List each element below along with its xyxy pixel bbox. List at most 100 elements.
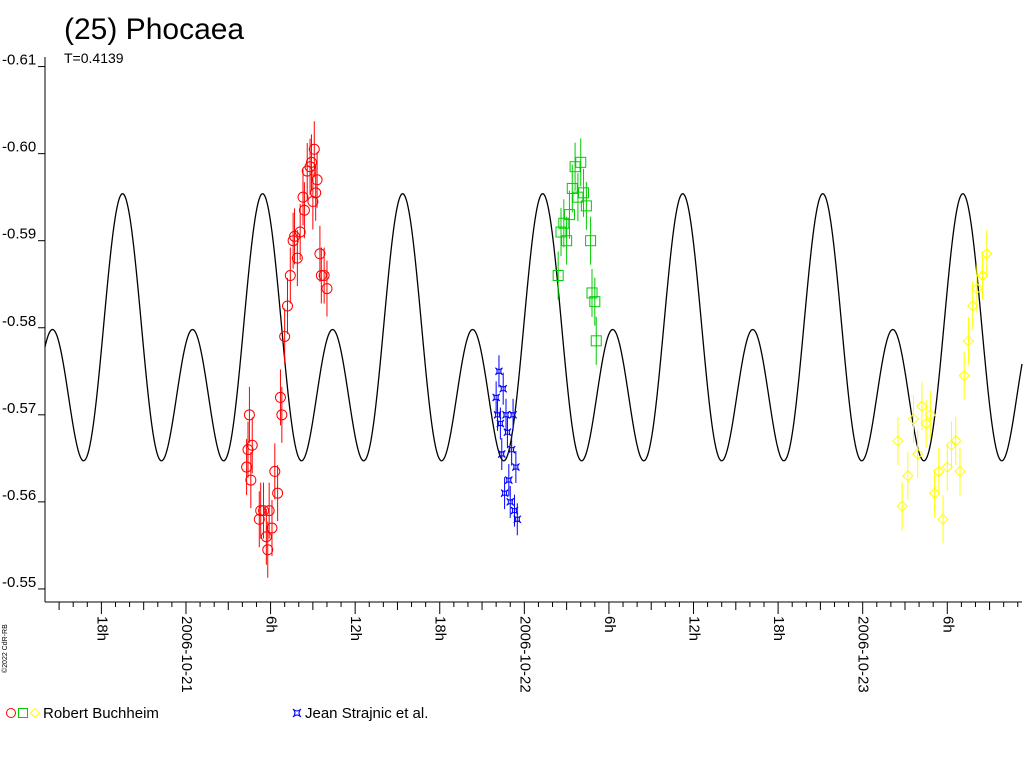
x-tick-label: 2006-10-22 (516, 616, 533, 693)
y-tick-label: -0.61 (2, 52, 36, 69)
data-point (575, 138, 587, 187)
data-point (580, 181, 592, 230)
data-point (499, 372, 508, 405)
data-point (503, 416, 512, 449)
chart-subtitle: T=0.4139 (64, 50, 124, 66)
model-curve (44, 192, 1023, 462)
data-point (243, 386, 255, 443)
data-point (586, 268, 598, 317)
data-point (242, 421, 254, 478)
data-point (497, 437, 506, 470)
data-point (561, 216, 573, 265)
x-axis: 18h 2006-10-21 6h 12h 18h 2006-10-22 6h 12h 18h 2… (45, 601, 1022, 693)
data-point (511, 451, 520, 484)
data-point (279, 308, 291, 365)
series-circle (241, 121, 333, 578)
data-point (572, 173, 584, 222)
data-point (310, 164, 322, 221)
data-point (246, 417, 258, 474)
chart-title: (25) Phocaea (64, 13, 244, 46)
data-point (981, 229, 993, 278)
x-tick-label: 6h (601, 616, 618, 633)
data-point (315, 247, 327, 304)
series-square (552, 138, 602, 365)
data-point (506, 485, 515, 518)
data-point (260, 508, 272, 565)
data-point (291, 230, 303, 287)
legend-label: Jean Strajnic et al. (305, 705, 428, 722)
data-point (266, 499, 278, 556)
data-point (590, 316, 602, 365)
data-point (305, 134, 317, 191)
data-point (928, 469, 941, 518)
y-tick-label: -0.56 (2, 487, 36, 504)
data-point (920, 399, 932, 448)
data-point (585, 216, 597, 265)
legend-entry: Jean Strajnic et al. (292, 705, 428, 722)
data-point (941, 443, 953, 492)
data-point (272, 465, 284, 522)
legend: Robert Buchheim Jean Strajnic et al. (6, 705, 428, 722)
data-point (552, 251, 564, 300)
data-point (269, 443, 281, 500)
data-point (555, 207, 567, 256)
data-point (902, 451, 914, 500)
data-point (289, 208, 301, 265)
legend-label: Robert Buchheim (43, 705, 159, 722)
chart-credit: ©2022 CdR-RB (1, 624, 9, 673)
x-tick-label: 18h (93, 616, 110, 641)
data-point (281, 277, 293, 334)
data-point (308, 121, 320, 178)
data-point (263, 482, 275, 539)
data-point (976, 251, 989, 300)
data-point (284, 247, 296, 304)
data-point (318, 247, 330, 304)
x-tick-label: 2006-10-23 (855, 616, 872, 693)
data-point (245, 452, 257, 509)
data-point (907, 395, 920, 444)
data-point (958, 351, 970, 400)
data-point (274, 369, 286, 426)
data-point (937, 495, 949, 544)
data-point (253, 491, 265, 548)
y-tick-label: -0.58 (2, 313, 36, 330)
y-tick-label: -0.57 (2, 400, 36, 417)
data-point (258, 482, 270, 539)
data-point (504, 464, 513, 497)
x-tick-label: 6h (939, 616, 956, 633)
model-curve-layer (44, 192, 1023, 462)
data-point (896, 482, 908, 531)
data-point (945, 421, 958, 470)
data-point (566, 164, 578, 213)
x-tick-label: 12h (347, 616, 364, 641)
data-point (321, 260, 333, 317)
data-point (311, 151, 323, 208)
data-point (509, 398, 518, 431)
data-point (563, 190, 575, 239)
data-point (297, 169, 309, 226)
data-point (892, 416, 904, 465)
y-tick-label: -0.55 (2, 574, 36, 591)
data-point (950, 416, 962, 465)
data-point (298, 182, 310, 239)
data-point (569, 142, 581, 191)
data-point (962, 316, 975, 365)
data-point (589, 277, 601, 326)
series-star (492, 355, 522, 536)
data-point (241, 439, 253, 496)
x-tick-label: 12h (686, 616, 703, 641)
x-tick-label: 18h (770, 616, 787, 641)
data-point (492, 381, 501, 414)
x-tick-label: 2006-10-21 (178, 616, 195, 693)
data-point (513, 503, 522, 536)
legend-entry: Robert Buchheim (6, 705, 159, 722)
data-point (558, 199, 570, 248)
y-tick-label: -0.60 (2, 139, 36, 156)
data-point (933, 447, 945, 496)
data-point (276, 386, 288, 443)
data-point (971, 264, 983, 313)
data-point (911, 429, 924, 478)
data-point (255, 482, 267, 539)
data-points-layer (241, 121, 993, 578)
